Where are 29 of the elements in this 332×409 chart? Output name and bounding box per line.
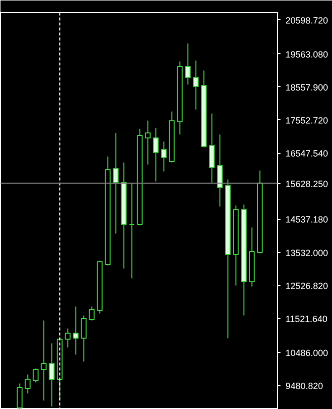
candlestick xyxy=(64,328,71,348)
y-tick-label: 10486.000 xyxy=(286,348,328,358)
y-tick-label: 16547.540 xyxy=(286,148,328,159)
y-tick-label: 19563.080 xyxy=(286,49,328,60)
y-tick-label: 20598.720 xyxy=(286,15,328,26)
candlestick xyxy=(208,113,215,184)
candlestick xyxy=(112,132,119,234)
candlestick xyxy=(216,134,223,208)
y-tick-label: 17552.720 xyxy=(286,115,328,126)
ref-line-label: 15628.250 xyxy=(286,178,328,189)
y-tick-label: 9480.820 xyxy=(286,381,324,392)
candlestick xyxy=(72,306,79,356)
candlestick xyxy=(80,315,87,362)
y-tick-label: 12526.820 xyxy=(286,280,328,291)
candlestick xyxy=(88,306,95,322)
y-tick-label: 11521.640 xyxy=(286,314,328,324)
y-tick-label: 14537.180 xyxy=(286,214,328,225)
y-tick-label: 13532.000 xyxy=(286,248,328,258)
candlestick xyxy=(48,342,55,407)
candlestick xyxy=(192,60,199,110)
candlestick xyxy=(160,141,167,172)
candlestick xyxy=(184,42,191,85)
y-tick-label: 18557.900 xyxy=(286,82,328,92)
candlestick xyxy=(128,182,135,279)
candlestick xyxy=(24,374,31,394)
candlestick xyxy=(144,120,151,166)
candlestick xyxy=(152,127,159,182)
candlestick xyxy=(40,320,47,402)
candlestick xyxy=(32,368,39,383)
